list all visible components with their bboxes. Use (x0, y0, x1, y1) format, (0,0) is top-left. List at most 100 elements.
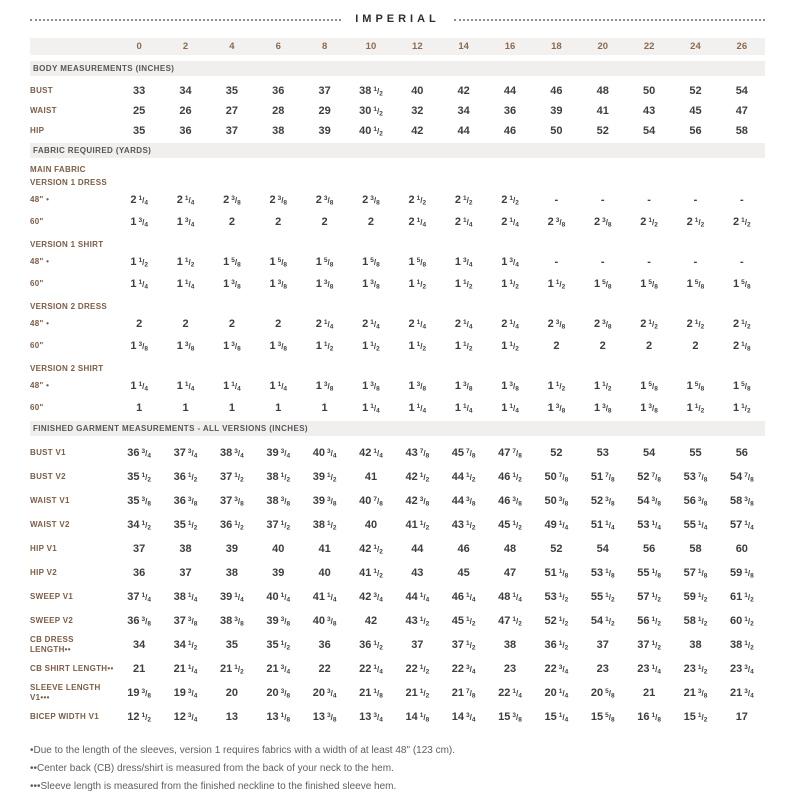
value-cell: 42 1/2 (405, 470, 430, 484)
value-cell: 2 (367, 216, 375, 228)
value-cell: 60 (735, 543, 748, 555)
row-label: 60" (30, 403, 44, 413)
value-cell: 21 1/4 (173, 662, 198, 676)
value-cell: 16 1/8 (637, 710, 661, 724)
page-title: IMPERIAL (355, 13, 440, 25)
value-cell: 1 3/8 (130, 339, 148, 353)
value-cell: 1 1/2 (501, 277, 519, 291)
value-cell: 36 (133, 567, 146, 579)
value-cell: 56 3/8 (683, 494, 708, 508)
value-cell: 37 (179, 567, 192, 579)
section-heading: BODY MEASUREMENTS (INCHES) (30, 61, 765, 76)
value-cell: 52 (550, 447, 563, 459)
value-cell: 22 3/4 (544, 662, 569, 676)
value-cell: 12 3/4 (173, 710, 198, 724)
value-cell: 57 1/2 (637, 590, 661, 604)
value-cell: 36 3/8 (127, 614, 152, 628)
value-cell: 1 3/8 (501, 379, 519, 393)
value-cell: 2 1/2 (501, 193, 519, 207)
dotted-rule-left (30, 19, 342, 21)
value-cell: 38 1/2 (359, 84, 383, 98)
subsection-heading: MAIN FABRIC (30, 163, 765, 176)
subsection-label: VERSION 2 SHIRT (30, 363, 104, 373)
table-row: 48" • 1 1/2 1 1/2 1 5/8 1 5/8 1 5/8 1 5/8 1 5/8 1 3/4 1 3/… (30, 251, 765, 273)
value-cell: 21 3/4 (266, 662, 291, 676)
value-cell: 34 (133, 639, 146, 651)
value-cell: 22 (318, 663, 331, 675)
row-label: CB SHIRT LENGTH•• (30, 664, 114, 674)
value-cell: 36 3/4 (127, 446, 152, 460)
value-cell: 35 1/2 (266, 638, 291, 652)
value-cell: 21 7/8 (451, 686, 476, 700)
value-cell: 2 3/8 (362, 193, 380, 207)
value-cell: 1 (321, 402, 328, 414)
value-cell: 50 7/8 (544, 470, 569, 484)
value-cell: 34 1/2 (173, 638, 198, 652)
value-cell: 2 3/8 (223, 193, 241, 207)
value-cell: 1 5/8 (686, 277, 705, 291)
value-cell: 22 3/4 (451, 662, 476, 676)
value-cell: 43 1/2 (405, 614, 430, 628)
row-label: SLEEVE LENGTH V1••• (30, 683, 101, 702)
value-cell: 1 (275, 402, 282, 414)
value-cell: 46 3/8 (498, 494, 522, 508)
value-cell: 2 3/8 (547, 215, 566, 229)
table-row: BICEP WIDTH V1 12 1/2 12 3/4 13 13 1/8 13 3/8 13 3/… (30, 705, 765, 729)
size-col-header: 8 (321, 41, 328, 52)
value-cell: 29 (318, 105, 331, 117)
value-cell: 54 (642, 125, 656, 137)
value-cell: 12 1/2 (127, 710, 152, 724)
size-col-header: 4 (229, 41, 235, 52)
size-col-header: 6 (275, 41, 281, 52)
value-cell: 1 3/4 (501, 255, 519, 269)
table-row: CB DRESS LENGTH•• 34 34 1/2 35 35 1/2 36 36 1/2 37… (30, 633, 765, 657)
row-label: WAIST (30, 106, 57, 116)
value-cell: 46 (503, 125, 517, 137)
value-cell: 41 1/2 (359, 566, 383, 580)
value-cell: 2 3/8 (269, 193, 288, 207)
subsection-heading: VERSION 1 DRESS (30, 176, 765, 189)
value-cell: 22 1/4 (359, 662, 383, 676)
row-label: 60" (30, 217, 44, 227)
value-cell: - (693, 194, 698, 206)
value-cell: 1 3/8 (176, 339, 195, 353)
value-cell: 1 3/8 (547, 401, 566, 415)
value-cell: 38 1/2 (729, 638, 754, 652)
value-cell: 38 (272, 125, 285, 137)
value-cell: 1 3/8 (408, 379, 427, 393)
value-cell: 1 1/4 (176, 277, 195, 291)
value-cell: 61 1/2 (729, 590, 754, 604)
value-cell: 2 1/2 (733, 317, 751, 331)
value-cell: 22 1/4 (498, 686, 522, 700)
row-label: 48" • (30, 319, 50, 329)
value-cell: 2 (275, 318, 282, 330)
value-cell: 37 (411, 639, 424, 651)
value-cell: - (554, 194, 559, 206)
section-heading: FABRIC REQUIRED (YARDS) (30, 143, 765, 158)
value-cell: 46 1/4 (451, 590, 476, 604)
value-cell: 1 1/2 (315, 339, 334, 353)
table-row: 60" 1 3/8 1 3/8 1 3/8 1 3/8 1 1/2 1 1/2 1 1/2 1 1/2 1 1/2 2… (30, 335, 765, 357)
value-cell: 1 1/2 (501, 339, 519, 353)
value-cell: 27 (225, 105, 238, 117)
value-cell: 43 (642, 105, 656, 117)
value-cell: - (693, 256, 698, 268)
value-cell: 21 1/8 (359, 686, 383, 700)
row-label: SWEEP V1 (30, 592, 74, 602)
value-cell: 56 (642, 543, 656, 555)
value-cell: 1 1/2 (362, 339, 380, 353)
value-cell: 42 (411, 125, 424, 137)
value-cell: 37 1/2 (637, 638, 661, 652)
table-row: 48" • 1 1/4 1 1/4 1 1/4 1 1/4 1 3/8 1 3/8 1 3/8 1 3/8 1 3/… (30, 375, 765, 397)
value-cell: 20 5/8 (590, 686, 615, 700)
value-cell: 1 5/8 (362, 255, 380, 269)
value-cell: - (554, 256, 559, 268)
value-cell: 43 1/2 (451, 518, 476, 532)
value-cell: 19 3/4 (173, 686, 198, 700)
value-cell: 45 (457, 567, 470, 579)
value-cell: 2 1/4 (408, 215, 427, 229)
value-cell: 1 3/4 (176, 215, 195, 229)
value-cell: 42 3/4 (359, 590, 383, 604)
value-cell: 44 1/2 (451, 470, 476, 484)
value-cell: - (600, 194, 605, 206)
